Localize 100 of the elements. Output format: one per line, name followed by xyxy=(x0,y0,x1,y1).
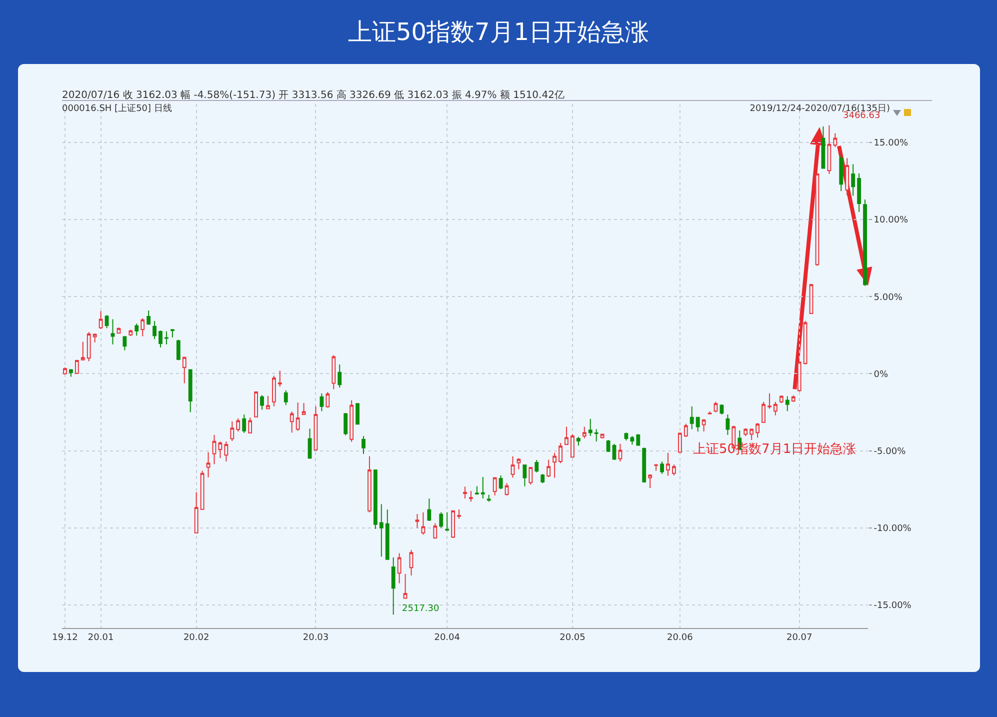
candlestick xyxy=(182,356,186,384)
candlestick xyxy=(480,476,485,500)
x-tick-label: 20.04 xyxy=(434,632,460,643)
candlestick xyxy=(230,420,234,442)
candlestick xyxy=(558,442,562,464)
candlestick xyxy=(338,364,342,388)
candlestick xyxy=(768,392,772,410)
candlestick xyxy=(510,456,515,478)
candlestick xyxy=(152,320,156,340)
candlestick xyxy=(350,400,354,442)
candlestick xyxy=(797,360,802,392)
candlestick xyxy=(451,510,456,538)
candlestick xyxy=(463,486,467,500)
candlestick xyxy=(260,394,264,410)
candlestick xyxy=(445,512,450,532)
candlestick xyxy=(594,428,598,442)
candlestick xyxy=(128,329,133,336)
candlestick xyxy=(744,428,748,436)
candlestick xyxy=(218,441,222,459)
candlestick xyxy=(827,124,832,174)
candlestick xyxy=(630,435,634,446)
annotation: 2517.30 xyxy=(402,604,440,614)
y-tick-label: -10.00% xyxy=(874,524,912,534)
y-tick-label: 5.00% xyxy=(874,292,903,303)
candlestick xyxy=(684,423,688,438)
y-tick-label: 15.00% xyxy=(874,138,909,149)
annotation: 上证50指数7月1日开始急涨 xyxy=(693,442,856,457)
candlestick xyxy=(397,552,402,584)
candlestick xyxy=(98,310,103,330)
candlestick xyxy=(248,417,252,434)
candlestick xyxy=(498,474,503,490)
candlestick xyxy=(421,512,426,536)
candlestick xyxy=(236,418,240,432)
candlestick xyxy=(140,318,145,337)
candlestick xyxy=(690,406,694,430)
candlestick xyxy=(122,335,127,351)
candlestick xyxy=(474,486,479,496)
candlestick xyxy=(391,556,396,616)
candlestick xyxy=(756,422,760,438)
candlestick xyxy=(188,369,192,413)
candlestick xyxy=(516,458,521,470)
candlestick xyxy=(624,432,628,441)
candlestick xyxy=(702,418,706,432)
candlestick xyxy=(642,447,646,484)
candlestick xyxy=(492,477,497,496)
candlestick xyxy=(433,522,438,540)
candlestick xyxy=(570,434,574,458)
chart-subtitle: 2020/07/16 收 3162.03 幅 -4.58%(-151.73) 开 3313.56 高 3326.69 低 3162.03 振 4.97% 额 1510.42亿 xyxy=(62,88,564,102)
y-tick-label: 10.00% xyxy=(874,216,909,226)
candlestick xyxy=(110,318,115,345)
x-tick-label: 19.12 xyxy=(52,632,78,643)
candlestick xyxy=(726,414,730,436)
candlestick xyxy=(576,436,580,446)
candlestick xyxy=(660,461,664,474)
candlestick xyxy=(618,443,622,462)
candlestick xyxy=(439,512,444,528)
candlestick xyxy=(314,406,318,450)
candlestick xyxy=(266,395,270,410)
candlestick xyxy=(504,482,509,496)
candlestick xyxy=(648,474,652,489)
candlestick xyxy=(785,396,790,412)
candlestick xyxy=(600,433,604,439)
candlestick xyxy=(368,456,372,513)
candlestick xyxy=(344,412,348,436)
candlestick xyxy=(302,402,306,416)
candlestick xyxy=(528,466,533,486)
candlestick xyxy=(833,132,838,148)
x-tick-label: 20.03 xyxy=(302,632,329,643)
candlestick xyxy=(821,126,826,170)
candlestick xyxy=(373,470,378,530)
candlestick xyxy=(774,401,778,416)
candlestick xyxy=(534,460,539,473)
candlestick xyxy=(104,314,109,329)
annotation: 3466.63 xyxy=(843,111,880,121)
candlestick xyxy=(427,498,432,522)
candlestick xyxy=(212,434,216,465)
candlestick xyxy=(750,428,754,440)
candlestick xyxy=(851,164,856,196)
candlestick xyxy=(206,452,210,478)
candlestick xyxy=(803,320,808,365)
candlestick xyxy=(242,414,246,434)
candlestick xyxy=(308,428,312,460)
y-tick-label: -15.00% xyxy=(874,601,912,612)
candlestick xyxy=(457,508,461,520)
candlestick xyxy=(332,354,336,390)
x-tick-label: 20.05 xyxy=(560,632,586,643)
candlestick xyxy=(170,328,174,338)
y-tick-label: 0% xyxy=(874,370,889,380)
candlestick xyxy=(839,154,844,192)
candlestick xyxy=(385,508,390,560)
candlestick xyxy=(296,402,300,432)
candlestick xyxy=(678,432,682,454)
candlestick xyxy=(86,332,91,362)
candlestick xyxy=(857,172,862,212)
candlestick xyxy=(666,452,670,476)
x-tick-label: 20.06 xyxy=(667,632,694,643)
candlestick xyxy=(379,504,384,558)
candlestick xyxy=(80,341,85,360)
chart-title: 上证50指数7月1日开始急涨 xyxy=(346,17,650,48)
candlestick xyxy=(791,394,796,402)
